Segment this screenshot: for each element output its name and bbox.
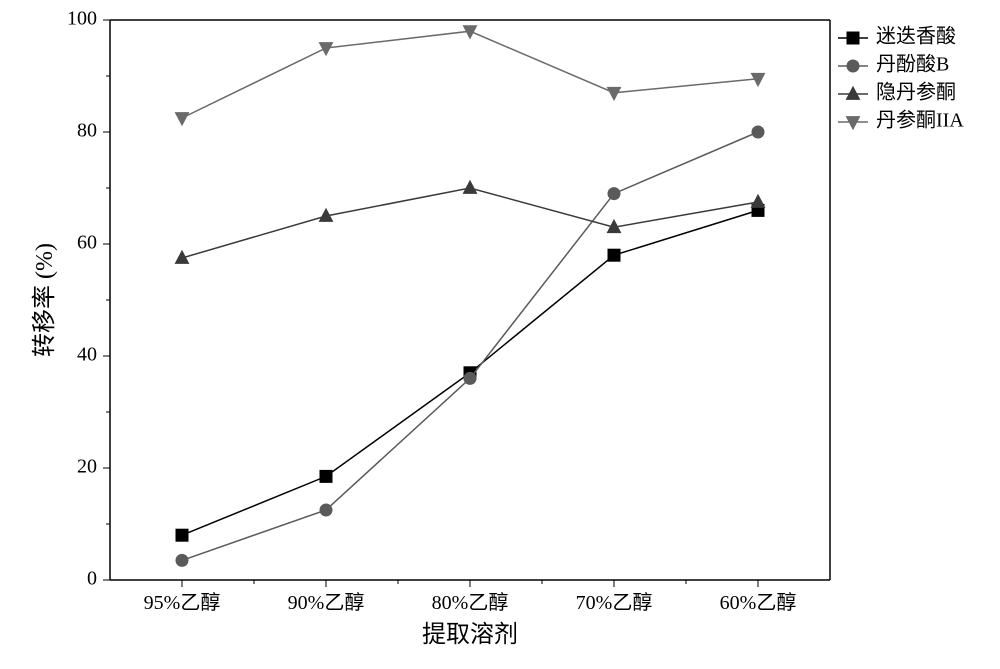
circle-marker: [176, 554, 188, 566]
circle-marker: [464, 372, 476, 384]
square-marker: [176, 529, 188, 541]
circle-marker: [847, 60, 859, 72]
x-tick-label: 60%乙醇: [720, 591, 797, 614]
y-tick-label: 80: [77, 120, 97, 142]
square-marker: [608, 249, 620, 261]
x-axis-label: 提取溶剂: [422, 621, 518, 648]
legend-label: 隐丹参酮: [876, 81, 956, 104]
y-tick-label: 60: [77, 232, 97, 254]
legend-label: 迷迭香酸: [876, 25, 956, 48]
legend-label: 丹酚酸B: [876, 53, 949, 76]
legend-label: 丹参酮IIA: [876, 109, 964, 132]
x-tick-label: 90%乙醇: [288, 591, 365, 614]
y-tick-label: 40: [77, 344, 97, 366]
y-tick-label: 100: [67, 8, 97, 30]
y-axis-label: 转移率 (%): [31, 243, 58, 357]
circle-marker: [752, 126, 764, 138]
x-tick-label: 70%乙醇: [576, 591, 653, 614]
x-tick-label: 80%乙醇: [432, 591, 509, 614]
y-tick-label: 20: [77, 456, 97, 478]
x-tick-label: 95%乙醇: [144, 591, 221, 614]
square-marker: [847, 32, 859, 44]
circle-marker: [608, 188, 620, 200]
y-tick-label: 0: [87, 568, 97, 590]
square-marker: [320, 470, 332, 482]
line-chart: 0 20 40 60 80 100 95%乙醇 90%乙醇 80%乙醇 70%乙醇 60%乙醇 转移率…: [0, 0, 1000, 664]
chart-container: 0 20 40 60 80 100 95%乙醇 90%乙醇 80%乙醇 70%乙醇 60%乙醇 转移率…: [0, 0, 1000, 664]
circle-marker: [320, 504, 332, 516]
